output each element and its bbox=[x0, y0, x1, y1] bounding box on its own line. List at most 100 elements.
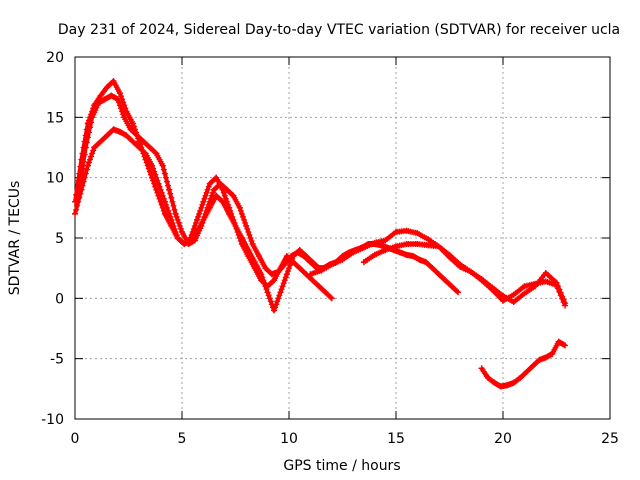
data-point bbox=[123, 132, 130, 139]
data-point bbox=[448, 283, 455, 290]
data-point bbox=[360, 244, 367, 251]
data-point bbox=[251, 259, 258, 266]
axis-ticks bbox=[74, 56, 611, 420]
data-point bbox=[442, 277, 449, 284]
data-point bbox=[223, 186, 230, 193]
data-point bbox=[322, 289, 329, 296]
data-point bbox=[555, 338, 562, 345]
data-point bbox=[140, 138, 147, 145]
data-point bbox=[91, 144, 98, 151]
y-axis-label: SDTVAR / TECUs bbox=[7, 181, 23, 296]
series-track-e bbox=[360, 241, 569, 307]
data-point bbox=[283, 271, 290, 278]
data-point bbox=[104, 84, 111, 91]
data-point bbox=[185, 241, 192, 248]
data-point bbox=[562, 342, 569, 349]
y-tick-labels: -10 -5 0 5 10 15 20 bbox=[41, 50, 64, 428]
y-tick-label: -10 bbox=[41, 412, 64, 428]
data-point bbox=[268, 271, 275, 278]
data-point bbox=[309, 277, 316, 284]
data-point bbox=[393, 228, 399, 235]
data-point bbox=[213, 174, 220, 181]
data-point bbox=[217, 180, 224, 187]
data-point bbox=[97, 138, 104, 145]
data-point bbox=[422, 259, 429, 266]
data-point bbox=[328, 261, 335, 268]
data-point bbox=[318, 267, 325, 274]
data-point bbox=[104, 132, 111, 139]
data-point bbox=[485, 374, 492, 381]
data-point bbox=[256, 253, 263, 260]
data-point bbox=[281, 261, 288, 268]
data-point bbox=[435, 271, 442, 278]
data-point bbox=[397, 249, 404, 256]
data-point bbox=[172, 210, 179, 217]
x-tick-label: 0 bbox=[71, 431, 80, 447]
data-point bbox=[510, 291, 517, 298]
series-markers bbox=[72, 78, 334, 301]
data-point bbox=[523, 368, 530, 375]
data-point bbox=[155, 180, 162, 187]
data-point bbox=[249, 241, 256, 248]
data-point bbox=[204, 204, 211, 211]
data-point bbox=[226, 210, 233, 217]
data-point bbox=[393, 243, 399, 250]
y-tick-label: -5 bbox=[50, 352, 64, 368]
data-point bbox=[360, 259, 367, 266]
data-point bbox=[191, 237, 198, 244]
data-point bbox=[238, 235, 245, 241]
x-tick-labels: 0 5 10 15 20 25 bbox=[71, 431, 619, 447]
data-point bbox=[230, 192, 237, 199]
data-point bbox=[288, 253, 295, 260]
data-point bbox=[542, 278, 549, 285]
x-tick-label: 10 bbox=[280, 431, 298, 447]
data-point bbox=[97, 92, 104, 99]
data-point bbox=[425, 242, 432, 249]
data-point bbox=[193, 216, 200, 223]
series-line bbox=[479, 339, 567, 389]
data-point bbox=[455, 289, 462, 296]
series-line bbox=[309, 228, 567, 307]
data-point bbox=[489, 284, 496, 291]
data-point bbox=[371, 251, 378, 258]
data-point bbox=[429, 265, 436, 272]
data-point bbox=[262, 265, 269, 272]
data-point bbox=[206, 180, 213, 187]
data-point bbox=[478, 276, 485, 283]
data-point bbox=[457, 263, 464, 270]
data-point bbox=[410, 253, 417, 260]
data-point bbox=[134, 132, 141, 139]
data-point bbox=[142, 150, 149, 157]
data-point bbox=[510, 298, 517, 305]
x-tick-label: 15 bbox=[387, 431, 405, 447]
data-point bbox=[174, 235, 181, 241]
data-point bbox=[500, 292, 506, 299]
data-point bbox=[153, 150, 160, 157]
data-point bbox=[146, 144, 153, 151]
data-point bbox=[562, 300, 569, 307]
series-line bbox=[73, 79, 334, 300]
data-point bbox=[517, 374, 524, 381]
data-point bbox=[497, 383, 504, 390]
data-point bbox=[121, 114, 128, 121]
data-point bbox=[219, 198, 226, 205]
data-point bbox=[110, 126, 117, 133]
data-point bbox=[271, 307, 278, 314]
data-point bbox=[108, 92, 115, 99]
x-tick-label: 20 bbox=[494, 431, 512, 447]
data-point bbox=[371, 239, 378, 246]
data-point bbox=[296, 265, 303, 272]
x-axis-label: GPS time / hours bbox=[283, 458, 400, 474]
data-point bbox=[414, 230, 421, 237]
data-point bbox=[82, 144, 89, 151]
data-point bbox=[232, 222, 239, 229]
data-point bbox=[403, 241, 410, 248]
y-tick-label: 5 bbox=[55, 231, 64, 247]
data-point bbox=[529, 362, 536, 369]
data-point bbox=[446, 254, 453, 261]
data-point bbox=[521, 290, 528, 297]
series-layer bbox=[72, 78, 569, 390]
series-markers bbox=[478, 338, 567, 390]
data-point bbox=[521, 283, 528, 290]
